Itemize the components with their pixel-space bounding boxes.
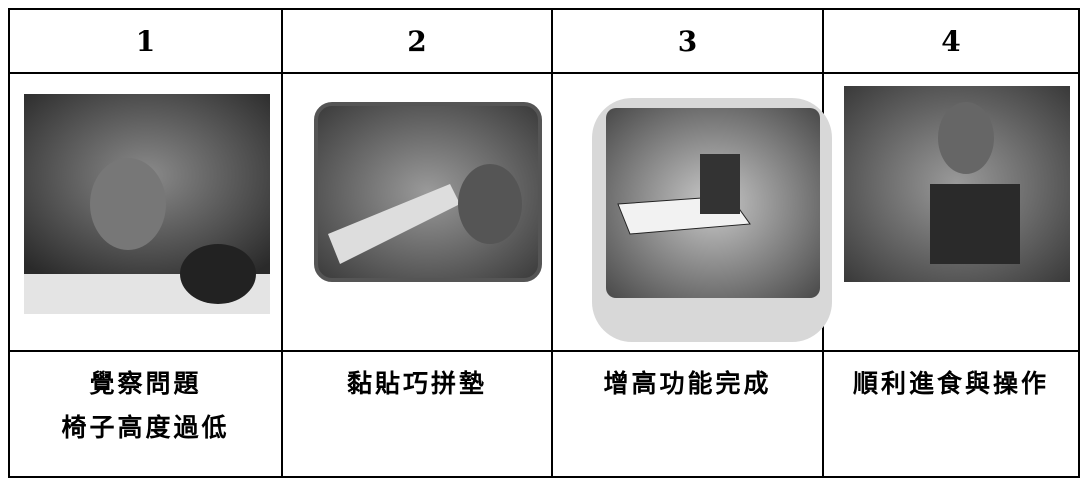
column-number: 3 <box>677 24 698 58</box>
caption: 增高功能完成 <box>553 352 822 476</box>
photo-1 <box>24 94 270 314</box>
photo-3 <box>592 98 832 342</box>
column-border <box>281 10 283 476</box>
column-number: 1 <box>135 24 156 58</box>
photo-4 <box>844 86 1070 282</box>
table: 1 2 3 4 覺察問題椅子高度過低 黏貼巧拼墊 增高功能完成 順利進食與操作 <box>8 8 1080 478</box>
column-border <box>551 10 553 476</box>
caption: 覺察問題椅子高度過低 <box>10 352 281 476</box>
row-border <box>10 350 1078 352</box>
caption-line: 增高功能完成 <box>603 369 772 398</box>
column-number: 4 <box>941 24 961 58</box>
photos <box>24 86 1070 342</box>
photo-2 <box>314 102 542 282</box>
caption-line: 順利進食與操作 <box>852 369 1049 398</box>
row-border <box>10 72 1078 74</box>
caption: 順利進食與操作 <box>824 352 1078 476</box>
column-number: 2 <box>407 24 427 58</box>
caption: 黏貼巧拼墊 <box>283 352 551 476</box>
caption-line: 黏貼巧拼墊 <box>346 369 487 398</box>
caption-line: 椅子高度過低 <box>61 413 230 442</box>
caption-line: 覺察問題 <box>89 369 202 398</box>
